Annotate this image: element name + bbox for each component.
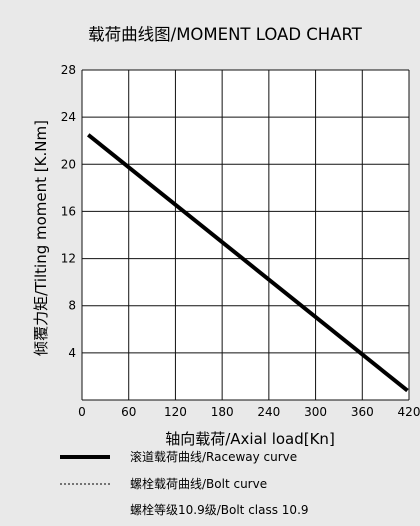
x-tick-label: 300 — [304, 405, 327, 419]
x-tick-label: 180 — [211, 405, 234, 419]
y-axis-label: 倾覆力矩/Tilting moment [K.Nm] — [32, 120, 50, 356]
legend: 滚道载荷曲线/Raceway curve 螺栓载荷曲线/Bolt curve 螺栓等… — [60, 449, 309, 517]
plot-background — [82, 70, 409, 400]
plot-area: 0 60 120 180 240 300 360 420 4 8 12 16 20 24 28 — [61, 63, 420, 419]
y-tick-label: 16 — [61, 204, 76, 218]
x-tick-label: 240 — [257, 405, 280, 419]
y-tick-label: 12 — [61, 252, 76, 266]
x-tick-label: 0 — [78, 405, 86, 419]
x-tick-label: 420 — [398, 405, 420, 419]
y-tick-label: 4 — [68, 346, 76, 360]
legend-label: 滚道载荷曲线/Raceway curve — [130, 449, 297, 464]
legend-label: 螺栓等级10.9级/Bolt class 10.9 — [130, 502, 309, 517]
series-line — [86, 133, 409, 393]
x-tick-label: 360 — [351, 405, 374, 419]
x-tick-label: 60 — [121, 405, 136, 419]
x-axis-label: 轴向载荷/Axial load[Kn] — [165, 430, 335, 448]
y-tick-label: 20 — [61, 157, 76, 171]
y-tick-label: 24 — [61, 110, 76, 124]
y-tick-label: 8 — [68, 299, 76, 313]
legend-label: 螺栓载荷曲线/Bolt curve — [130, 476, 267, 491]
x-tick-label: 120 — [164, 405, 187, 419]
y-tick-label: 28 — [61, 63, 76, 77]
chart-title: 载荷曲线图/MOMENT LOAD CHART — [88, 25, 363, 44]
